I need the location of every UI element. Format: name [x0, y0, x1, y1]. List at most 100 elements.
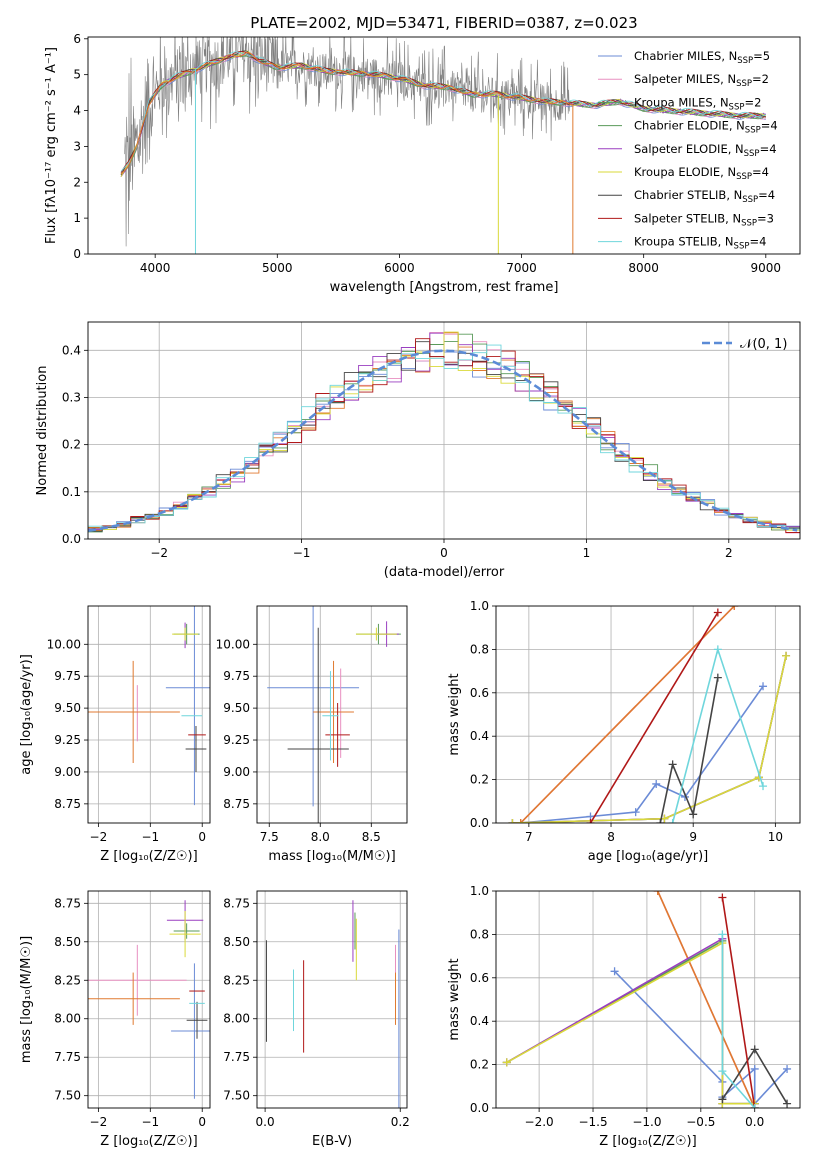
x-axis-label: mass [log₁₀(M/M☉)]	[268, 849, 395, 864]
x-tick-label: −2.0	[525, 1115, 554, 1129]
legend-tail: =3	[757, 211, 774, 225]
legend-entry: Salpeter STELIB, NSSP=3	[634, 211, 774, 228]
y-tick-label: 9.75	[54, 669, 81, 683]
residual-histogram	[88, 344, 800, 530]
series-line	[520, 606, 735, 823]
model-spectrum-orange	[120, 51, 573, 175]
x-tick-label: −0.5	[686, 1115, 715, 1129]
y-tick-label: 1.0	[470, 884, 489, 898]
x-axis-label: Z [log₁₀(Z/Z☉)]	[100, 849, 197, 864]
y-tick-label: 0.6	[470, 686, 489, 700]
y-axis-label: mass [log₁₀(M/M☉)]	[19, 936, 34, 1063]
x-tick-label: 9000	[751, 261, 782, 275]
plot-area	[257, 891, 407, 1108]
legend-tail: =4	[749, 235, 766, 249]
y-tick-label: 2	[73, 175, 81, 189]
model-spectrum-line	[120, 51, 766, 173]
legend-sub: SSP	[745, 126, 761, 136]
series-marker	[782, 651, 791, 660]
legend-tail: =2	[752, 72, 769, 86]
y-tick-label: 0.2	[470, 773, 489, 787]
series-line	[656, 891, 756, 1108]
axes-frame	[87, 321, 801, 540]
x-tick-label: 6000	[384, 261, 415, 275]
series-marker	[750, 1104, 759, 1108]
panel-age_vs_Z: −2 −1 0 8.75 9.00 9.25 9.50 9.75 10.00 Z [log₁₀(Z…	[19, 605, 211, 864]
legend-tail: =4	[752, 165, 769, 179]
x-tick-label: 7	[525, 830, 533, 844]
series-marker	[718, 1067, 727, 1076]
model-spectrum-line	[120, 50, 766, 176]
x-tick-label: 7000	[506, 261, 537, 275]
series-line	[659, 677, 719, 823]
y-tick-label: 9.50	[54, 701, 81, 715]
series-marker	[730, 606, 739, 610]
y-tick-label: 8.00	[54, 1012, 81, 1026]
legend-entry: Salpeter MILES, NSSP=2	[634, 72, 769, 89]
x-tick-label: 4000	[140, 261, 171, 275]
series-line	[589, 612, 719, 823]
panel-weight_vs_Z: −2.0 −1.5 −1.0 −0.5 0.0 0.0 0.2 0.4 0.6 0.8 1.0 Z […	[447, 884, 801, 1149]
y-tick-label: 8.75	[54, 896, 81, 910]
y-tick-label: 0.2	[62, 438, 81, 452]
x-tick-label: −2	[150, 546, 168, 560]
panel-mass_vs_Z: −2 −1 0 7.50 7.75 8.00 8.25 8.50 8.75 Z [log₁₀(Z/…	[19, 890, 211, 1149]
series-marker	[508, 819, 517, 823]
series-marker	[656, 819, 665, 823]
y-tick-label: 0.0	[470, 816, 489, 830]
legend-tail: =4	[758, 188, 775, 202]
axes-frame	[87, 605, 211, 824]
series-marker	[652, 779, 661, 788]
legend-sub: SSP	[736, 172, 752, 182]
series-marker	[668, 819, 677, 823]
y-tick-label: 0.0	[62, 532, 81, 546]
legend-tail: =4	[761, 119, 778, 133]
y-tick-label: 8.25	[54, 973, 81, 987]
y-tick-label: 0.1	[62, 485, 81, 499]
y-tick-label: 8.25	[223, 973, 250, 987]
y-tick-label: 0.4	[470, 1014, 489, 1028]
legend-sub: SSP	[734, 242, 750, 252]
y-axis-label: Normed distribution	[35, 366, 50, 496]
y-tick-label: 8.50	[54, 935, 81, 949]
panel-weight_vs_age: 7 8 9 10 0.0 0.2 0.4 0.6 0.8 1.0 age [log₁₀(age/yr…	[447, 599, 801, 864]
legend-entry: Kroupa MILES, NSSP=2	[634, 95, 761, 112]
y-tick-label: 0.8	[470, 642, 489, 656]
series-marker	[610, 967, 619, 976]
legend-entry: Chabrier STELIB, NSSP=4	[634, 188, 775, 205]
y-tick-label: 7.50	[223, 1089, 250, 1103]
y-tick-label: 9.50	[223, 701, 250, 715]
legend-label: Kroupa STELIB, N	[634, 235, 734, 249]
legend-entry: Chabrier ELODIE, NSSP=4	[634, 119, 778, 136]
x-tick-label: 7.5	[260, 830, 279, 844]
y-tick-label: 8.75	[223, 797, 250, 811]
legend-sub: SSP	[737, 56, 753, 66]
legend-label: Salpeter ELODIE, N	[634, 142, 744, 156]
legend-sub: SSP	[744, 149, 760, 159]
series-marker	[713, 608, 722, 617]
y-axis-label: mass weight	[447, 958, 462, 1040]
legend-sub: SSP	[736, 79, 752, 89]
x-tick-label: 0	[440, 546, 448, 560]
y-tick-label: 0.4	[470, 729, 489, 743]
legend-label: Chabrier MILES, N	[634, 49, 737, 63]
x-tick-label: −1	[141, 1115, 159, 1129]
legend-sub: SSP	[742, 195, 758, 205]
y-tick-label: 7.50	[54, 1089, 81, 1103]
legend-entry: Salpeter ELODIE, NSSP=4	[634, 142, 777, 159]
y-axis-label: age [log₁₀(age/yr)]	[19, 654, 34, 775]
y-tick-label: 10.00	[216, 637, 250, 651]
series-marker	[783, 1064, 792, 1073]
x-tick-label: 8000	[628, 261, 659, 275]
y-tick-label: 4	[73, 104, 81, 118]
y-tick-label: 8.75	[54, 797, 81, 811]
gaussian-curve	[88, 349, 798, 532]
x-tick-label: 0.2	[391, 1115, 410, 1129]
legend-sub: SSP	[741, 218, 757, 228]
x-tick-label: 8.0	[311, 830, 330, 844]
series-line	[520, 685, 764, 823]
legend-sub: SSP	[729, 102, 745, 112]
series-line	[721, 897, 756, 1108]
y-axis-label: mass weight	[447, 673, 462, 755]
